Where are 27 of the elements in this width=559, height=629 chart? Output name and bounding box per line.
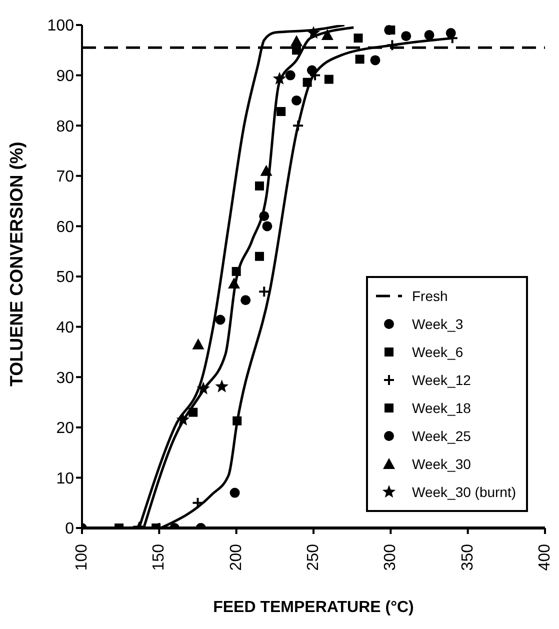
y-tick-label: 20 xyxy=(56,420,74,438)
legend-label: Week_6 xyxy=(412,344,464,360)
legend-label: Week_3 xyxy=(412,316,464,332)
x-tick-label: 400 xyxy=(536,544,554,571)
y-tick-label: 40 xyxy=(56,319,74,336)
y-tick-label: 100 xyxy=(47,18,74,35)
x-tick-label: 300 xyxy=(382,544,400,571)
x-tick-label: 250 xyxy=(305,544,322,571)
x-tick-label: 200 xyxy=(228,544,245,571)
y-tick-label: 80 xyxy=(56,118,74,136)
y-tick-label: 10 xyxy=(56,470,74,488)
x-axis-title: FEED TEMPERATURE (°C) xyxy=(213,599,414,616)
x-tick-label: 350 xyxy=(459,544,476,571)
x-tick-label: 150 xyxy=(150,544,168,571)
y-tick-label: 50 xyxy=(56,269,74,286)
y-tick-label: 30 xyxy=(56,370,74,387)
y-axis-title: TOLUENE CONVERSION (%) xyxy=(6,142,26,386)
legend-label: Fresh xyxy=(412,288,448,304)
legend-label: Week_18 xyxy=(412,400,471,416)
y-tick-label: 90 xyxy=(56,68,74,85)
legend-label: Week_12 xyxy=(412,372,471,388)
y-tick-label: 0 xyxy=(65,520,74,538)
legend-label: Week_30 (burnt) xyxy=(412,484,516,500)
legend-label: Week_30 xyxy=(412,456,471,472)
y-tick-label: 70 xyxy=(56,168,74,186)
y-tick-label: 60 xyxy=(56,218,74,236)
legend-label: Week_25 xyxy=(412,428,471,444)
